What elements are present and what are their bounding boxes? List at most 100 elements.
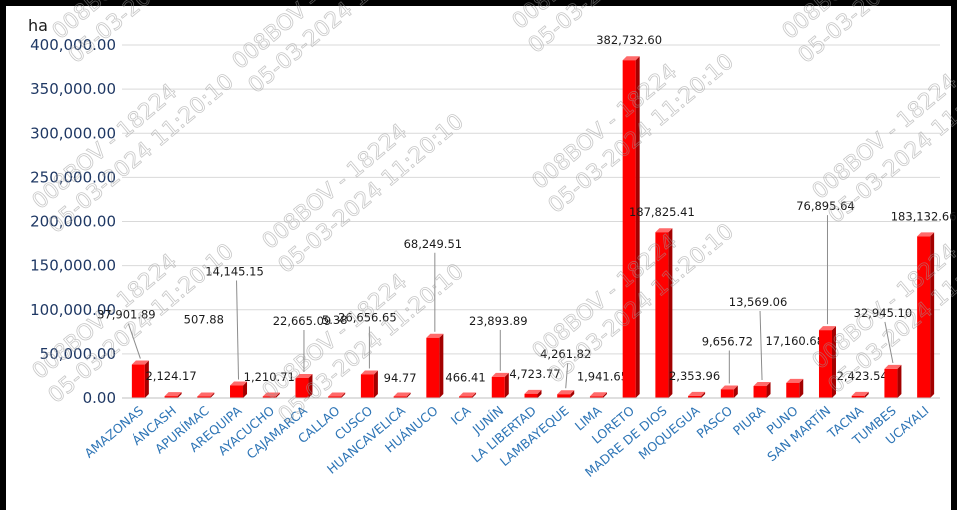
bar-top (818, 326, 836, 331)
data-label: 22,665.09 (273, 314, 332, 328)
bar-side (570, 390, 575, 398)
bar-front (818, 330, 832, 398)
bar-apurímac (197, 392, 215, 398)
bar-top (360, 370, 378, 375)
bar-top (328, 392, 346, 397)
label-leader (127, 323, 141, 359)
data-label: 466.41 (445, 371, 485, 385)
bar-side (864, 391, 869, 398)
bar-amazonas (131, 360, 149, 398)
bar-la-libertad (524, 389, 542, 398)
bar-side (668, 228, 673, 398)
bar-front (230, 385, 244, 398)
bar-front (131, 364, 145, 398)
bar-front (328, 396, 342, 398)
bar-top (524, 389, 542, 394)
bar-side (766, 382, 771, 398)
data-label: 2,423.54 (837, 369, 888, 383)
bar-top (426, 333, 444, 338)
bar-loreto (622, 56, 640, 399)
bar-front (589, 396, 603, 398)
data-label: 37,901.89 (97, 308, 156, 322)
bar-top (197, 392, 215, 397)
bar-tacna (851, 391, 869, 398)
label-leader (759, 311, 763, 381)
data-label: 1,210.71 (244, 370, 295, 384)
y-tick-label: 350,000.00 (30, 80, 116, 98)
bar-arequipa (230, 381, 248, 398)
bar-piura (753, 382, 771, 398)
data-label: 14,145.15 (205, 265, 264, 279)
bar-top (655, 228, 673, 233)
bar-side (144, 360, 149, 398)
data-label: 1,941.65 (577, 369, 628, 383)
data-label: 382,732.60 (596, 33, 662, 47)
y-tick-label: 100,000.00 (30, 301, 116, 319)
bar-front (884, 368, 898, 398)
bar-front (524, 393, 538, 398)
bar-top (557, 390, 575, 395)
data-label: 2,124.17 (145, 369, 196, 383)
bar-ucayali (917, 232, 935, 398)
data-label: 23,893.89 (469, 314, 528, 328)
y-tick-label: 300,000.00 (30, 124, 116, 142)
bar-top (393, 392, 411, 397)
bar-front (360, 374, 374, 398)
bar-top (917, 232, 935, 237)
bar-front (295, 377, 309, 398)
bar-lima (589, 392, 607, 398)
label-leader (565, 363, 569, 389)
bar-front (426, 337, 440, 398)
y-tick-label: 0.00 (83, 389, 116, 407)
data-label: 187,825.41 (629, 205, 695, 219)
data-label: 17,160.68 (765, 334, 824, 348)
bar-top (622, 56, 640, 61)
category-label: PASCO (694, 403, 736, 441)
y-tick-label: 150,000.00 (30, 257, 116, 275)
bar-top (164, 392, 182, 397)
data-label: 68,249.51 (404, 237, 463, 251)
bar-top (295, 373, 313, 378)
label-leader (236, 280, 240, 380)
bar-side (897, 364, 902, 398)
bar-top (851, 391, 869, 396)
data-label: 94.77 (384, 371, 417, 385)
bar-front (262, 396, 276, 398)
data-label: 5.38 (322, 313, 348, 327)
y-tick-label: 50,000.00 (40, 345, 116, 363)
watermark-datetime: 05-03-2024 11:20:10 (274, 109, 469, 278)
bar-top (230, 381, 248, 386)
bar-ayacucho (262, 392, 280, 398)
data-label: 4,261.82 (540, 347, 591, 361)
bar-front (557, 394, 571, 398)
data-label: 4,723.77 (509, 367, 560, 381)
bar-top (884, 364, 902, 369)
y-tick-label: 200,000.00 (30, 213, 116, 231)
data-label: 9,656.72 (702, 334, 753, 348)
bar-pasco (720, 385, 738, 398)
bar-front (393, 396, 407, 398)
watermark-datetime: 05-03-2024 11:20:10 (544, 219, 739, 388)
bar-cusco (360, 370, 378, 398)
bar-side (406, 392, 411, 398)
data-label: 76,895.64 (796, 199, 855, 213)
bar-side (930, 232, 935, 398)
bar-front (622, 60, 636, 399)
data-label: 13,569.06 (729, 295, 788, 309)
bar-top (491, 372, 509, 377)
bar-side (177, 392, 182, 398)
category-label: PIURA (730, 403, 768, 439)
bar-front (655, 232, 669, 398)
bar-lambayeque (557, 390, 575, 398)
bar-top (753, 382, 771, 387)
bar-callao (328, 392, 346, 398)
bar-ica (459, 392, 477, 398)
bar-top (688, 391, 706, 396)
bar-front (491, 376, 505, 398)
y-tick-label: 400,000.00 (30, 36, 116, 54)
y-unit-label: ha (28, 16, 48, 35)
bar-side (701, 391, 706, 398)
bar-junín (491, 372, 509, 398)
